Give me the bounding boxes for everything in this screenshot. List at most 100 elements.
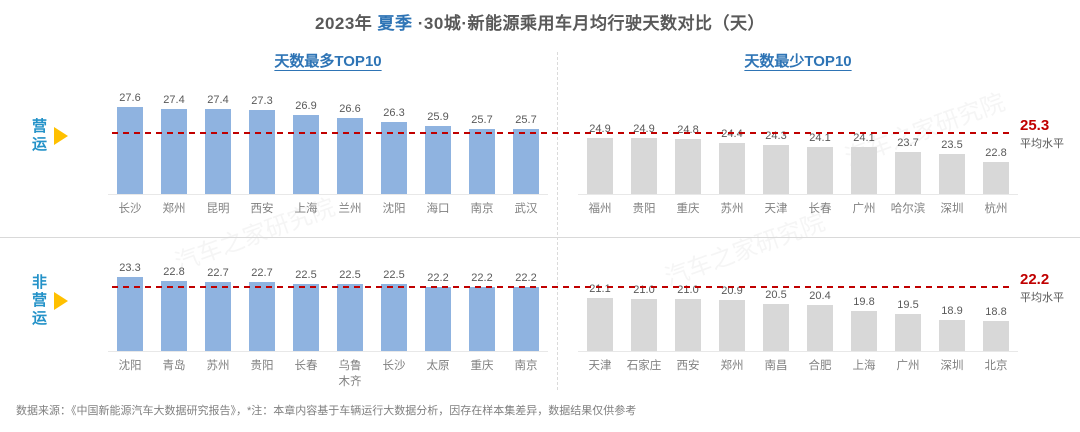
category-label: 乌鲁 木齐 (338, 360, 362, 388)
average-caption: 平均水平 (1020, 138, 1064, 150)
bar-group: 20.5 (754, 289, 798, 351)
bar-group: 18.9 (930, 305, 974, 351)
bar-value-label: 26.6 (339, 103, 361, 116)
bar-value-label: 22.8 (163, 266, 185, 279)
average-value: 25.3 (1020, 117, 1050, 134)
average-dashed-line (112, 286, 1012, 289)
bar (337, 284, 363, 351)
category-label: 海口 (426, 203, 450, 215)
category-label: 天津 (588, 360, 612, 372)
bar-group: 26.3 (372, 106, 416, 194)
bar-value-label: 27.6 (119, 91, 141, 104)
bar (983, 320, 1009, 351)
chart-operating-most-days: 27.6 27.4 27.4 27.3 26.9 26.6 26.3 25.9 25.7 25.7… (108, 68, 548, 237)
bar (249, 110, 275, 194)
category-label: 沈阳 (382, 203, 406, 215)
bar-group: 22.2 (504, 272, 548, 351)
category-label: 西安 (250, 203, 274, 215)
bar-group: 21.1 (578, 283, 622, 351)
category-label: 南昌 (764, 360, 788, 372)
bar-value-label: 26.3 (383, 106, 405, 119)
bar (425, 287, 451, 351)
average-caption: 平均水平 (1020, 292, 1064, 305)
bar (513, 287, 539, 351)
category-label: 长沙 (118, 203, 142, 215)
category-label: 西安 (676, 360, 700, 372)
bar-value-label: 22.2 (471, 272, 493, 285)
bar (337, 118, 363, 194)
bar (939, 319, 965, 351)
bar-group: 25.9 (416, 111, 460, 194)
bar-group: 24.1 (798, 132, 842, 194)
bar-group: 26.6 (328, 103, 372, 194)
data-source-note: 数据来源：《中国新能源汽车大数据研究报告》，*注：本章内容基于车辆运行大数据分析… (16, 405, 637, 417)
bar-value-label: 19.8 (853, 295, 875, 308)
bar-value-label: 24.9 (589, 122, 611, 135)
chart-non-operating-most-days: 23.3 22.8 22.7 22.7 22.5 22.5 22.5 22.2 22.2 22.2… (108, 237, 548, 398)
bar-value-label: 22.5 (383, 269, 405, 282)
bar-group: 23.7 (886, 137, 930, 194)
bar (469, 287, 495, 351)
bar-group: 20.4 (798, 290, 842, 351)
bar-value-label: 24.4 (721, 128, 743, 141)
panel-header-most-days: 天数最多TOP10 (274, 53, 382, 70)
bar (675, 299, 701, 351)
category-label: 贵阳 (250, 360, 274, 372)
category-label: 南京 (514, 360, 538, 372)
bar-value-label: 25.7 (471, 113, 493, 126)
category-label: 太原 (426, 360, 450, 372)
bar-group: 19.5 (886, 299, 930, 351)
category-label: 苏州 (720, 203, 744, 215)
category-label: 福州 (588, 203, 612, 215)
category-label: 广州 (896, 360, 920, 372)
category-label: 南京 (470, 203, 494, 215)
category-label: 广州 (852, 203, 876, 215)
average-annotation: 22.2 平均水平 (1020, 271, 1078, 305)
category-axis: 沈阳 青岛 苏州 贵阳 长春 乌鲁 木齐 长沙 太原 重庆 南京 (108, 352, 548, 398)
bar (469, 128, 495, 194)
bar-value-label: 24.9 (633, 122, 655, 135)
category-label: 青岛 (162, 360, 186, 372)
bar-group: 22.8 (974, 147, 1018, 194)
bar-value-label: 22.2 (427, 272, 449, 285)
bar-group: 22.5 (284, 269, 328, 351)
bar-group: 22.2 (416, 272, 460, 351)
bar (161, 108, 187, 194)
bar-value-label: 18.8 (985, 305, 1007, 318)
bar (205, 282, 231, 351)
row-divider-line (0, 237, 1080, 238)
bar-value-label: 25.7 (515, 113, 537, 126)
row-label-operating: 营运 (28, 68, 68, 203)
category-axis: 长沙 郑州 昆明 西安 上海 兰州 沈阳 海口 南京 武汉 (108, 195, 548, 237)
bar-group: 22.7 (196, 267, 240, 351)
bar-group: 24.1 (842, 132, 886, 194)
category-label: 长春 (808, 203, 832, 215)
bar (719, 300, 745, 351)
bar-group: 22.8 (152, 266, 196, 351)
category-label: 郑州 (720, 360, 744, 372)
bar-group: 27.6 (108, 92, 152, 194)
bar-group: 22.2 (460, 272, 504, 351)
category-label: 上海 (294, 203, 318, 215)
row-label-text: 非营运 (30, 273, 47, 328)
bar-value-label: 22.8 (985, 146, 1007, 159)
bar-group: 24.3 (754, 130, 798, 194)
bar-group: 24.8 (666, 124, 710, 194)
bar-group: 22.5 (328, 269, 372, 351)
title-suffix: ·30城·新能源乘用车月均行驶天数对比（天） (412, 14, 765, 33)
bar-value-label: 24.1 (809, 131, 831, 144)
bar (425, 126, 451, 194)
category-label: 兰州 (338, 203, 362, 215)
bar (895, 313, 921, 351)
bar (117, 106, 143, 194)
plot-area: 21.1 21.0 21.0 20.9 20.5 20.4 19.8 19.5 18.9 18.8 (578, 237, 1018, 352)
bar-group: 22.5 (372, 269, 416, 351)
bar-value-label: 22.7 (251, 267, 273, 280)
chart-non-operating-least-days: 21.1 21.0 21.0 20.9 20.5 20.4 19.8 19.5 18.9 18.8… (578, 237, 1018, 398)
bar (117, 276, 143, 351)
row-non-operating: 非营运 23.3 22.8 22.7 22.7 22.5 22.5 22.5 22.2 22.2… (0, 237, 1080, 398)
bar-value-label: 19.5 (897, 298, 919, 311)
title-prefix: 2023年 (314, 14, 378, 33)
bar (205, 108, 231, 194)
bar-group: 27.4 (152, 94, 196, 194)
